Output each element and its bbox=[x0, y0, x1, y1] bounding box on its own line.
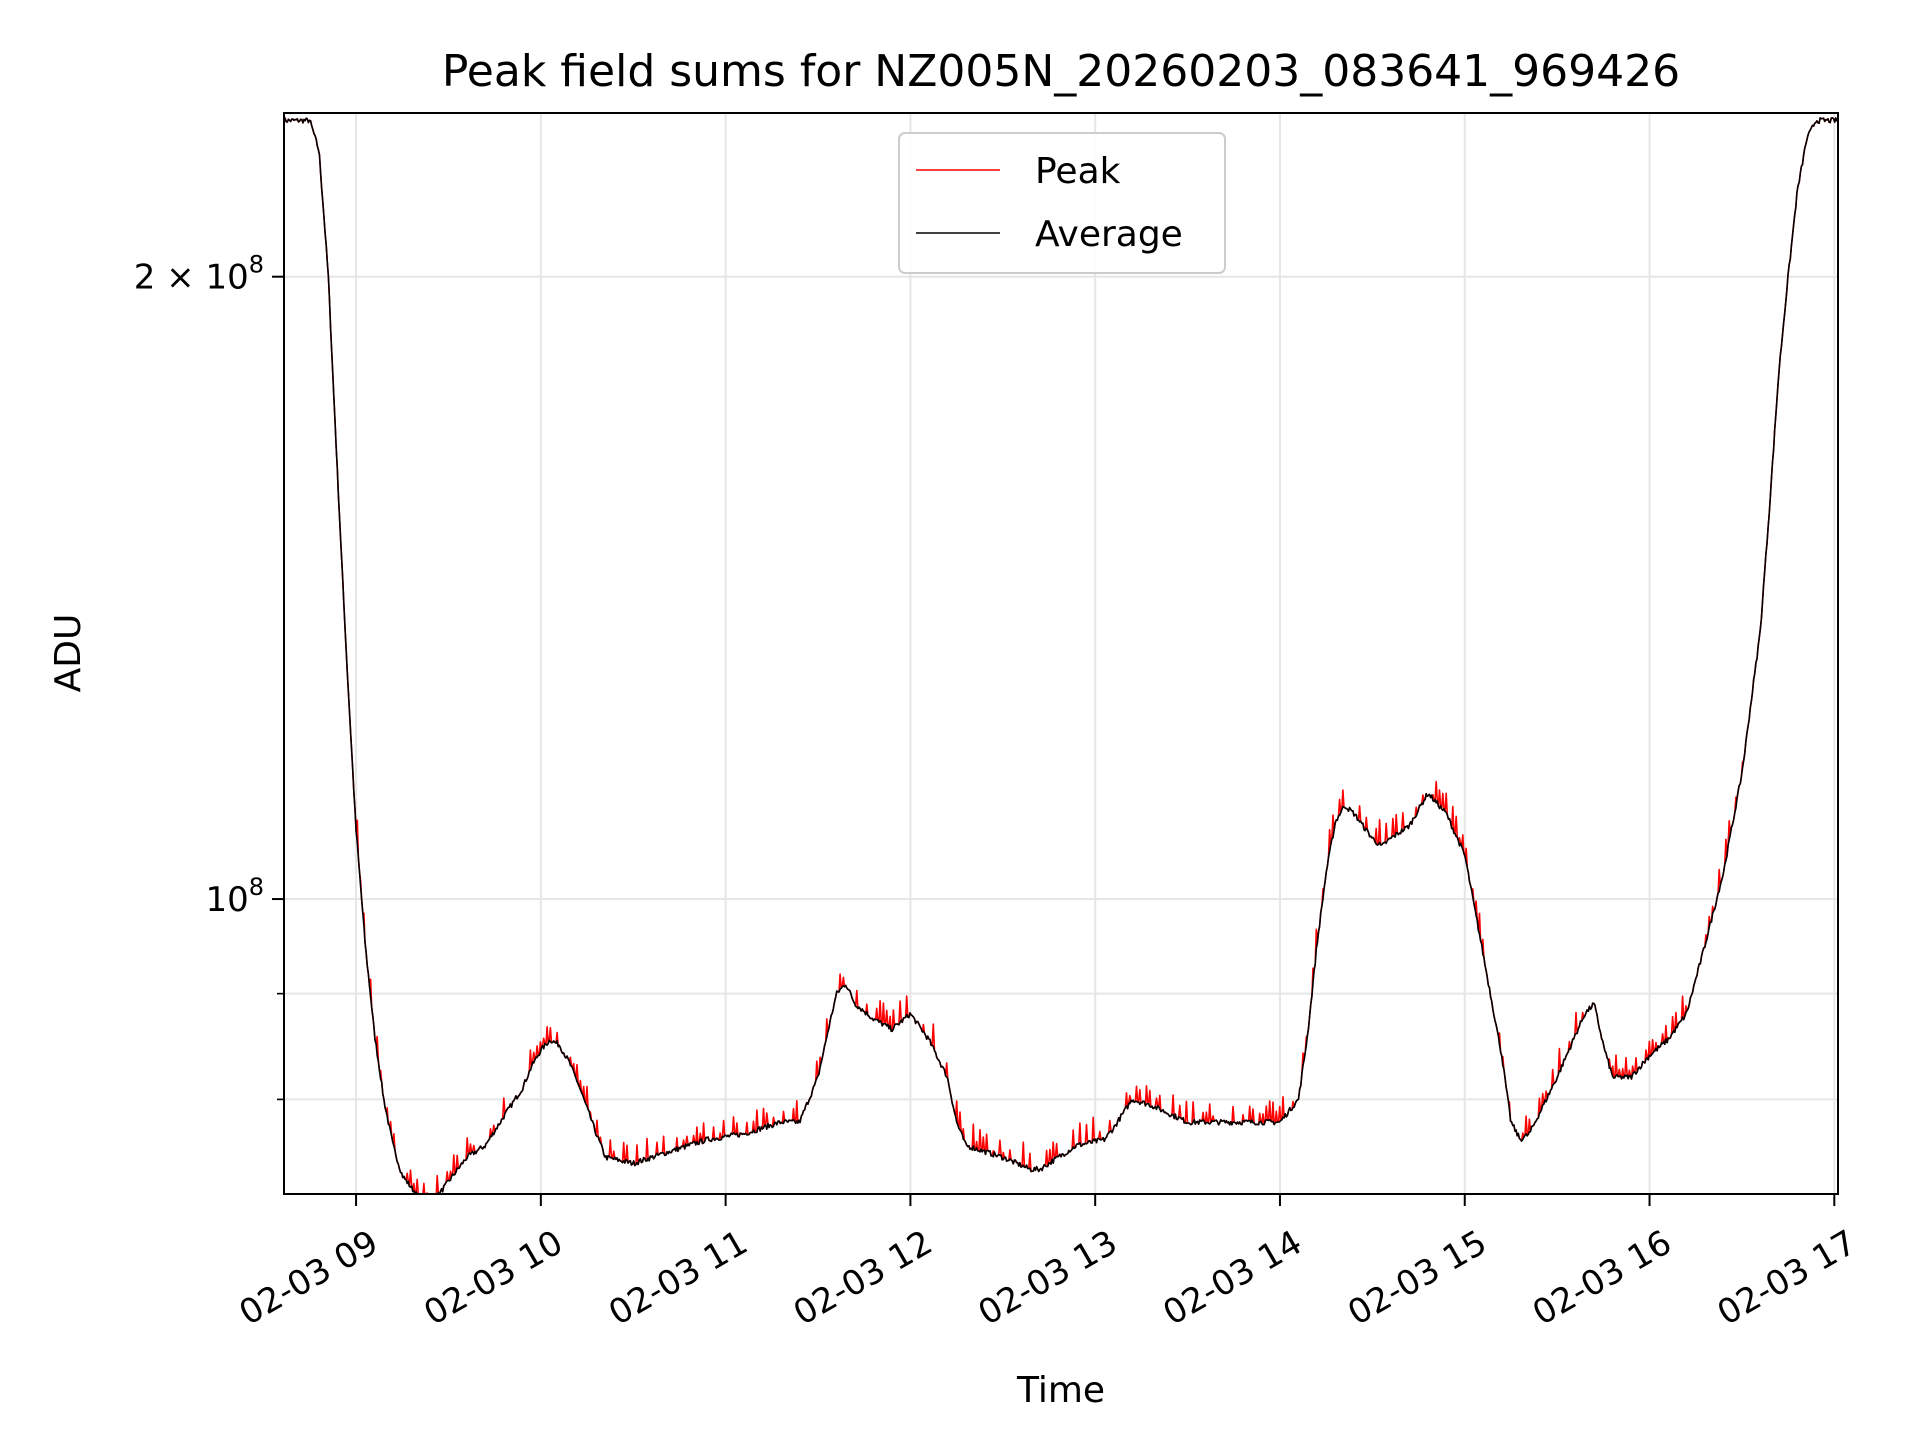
y-tick-label: 108 bbox=[205, 873, 264, 920]
legend-label-average: Average bbox=[1035, 214, 1183, 255]
y-axis-label: ADU bbox=[48, 614, 89, 693]
y-tick-label: 2 × 108 bbox=[134, 251, 264, 298]
legend-box bbox=[898, 132, 1226, 274]
chart-title: Peak field sums for NZ005N_20260203_0836… bbox=[442, 46, 1680, 97]
grid bbox=[284, 113, 1838, 1194]
plot-frame bbox=[283, 112, 1839, 1195]
series-line-average bbox=[284, 117, 1838, 1194]
y-tick-label-base: 2 × bbox=[134, 258, 206, 298]
y-tick-label-base: 10 bbox=[205, 258, 248, 298]
plot-area bbox=[284, 117, 1838, 1194]
legend-label-peak: Peak bbox=[1035, 151, 1121, 192]
y-tick-label-exponent: 8 bbox=[249, 873, 264, 901]
y-tick-label-exponent: 8 bbox=[249, 251, 264, 279]
legend: Peak Average bbox=[898, 132, 1226, 274]
y-tick-label-base: 10 bbox=[205, 880, 248, 920]
x-axis-label: Time bbox=[1016, 1370, 1105, 1411]
